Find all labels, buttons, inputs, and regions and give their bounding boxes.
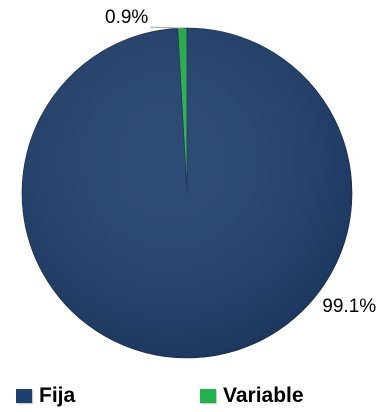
leader-line-variable [150,26,183,29]
pie-data-labels: 99.1% 0.9% [105,7,376,317]
pie-slice-fija [21,27,353,359]
legend-item-variable: Variable [200,382,304,410]
data-label-variable: 0.9% [105,7,148,28]
legend-swatch-fija [16,389,32,403]
chart-legend: Fija Variable [14,382,384,410]
data-label-fija: 99.1% [322,296,376,317]
legend-swatch-variable [200,389,216,403]
legend-label-variable: Variable [223,384,304,407]
pie-slices [21,27,353,359]
legend-item-fija: Fija [16,382,75,410]
legend-label-fija: Fija [39,384,76,407]
